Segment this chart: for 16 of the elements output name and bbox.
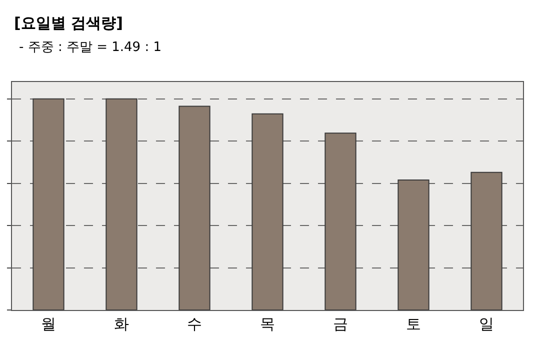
- x-tick-label: 화: [114, 315, 129, 333]
- bar: [470, 172, 502, 310]
- x-tick-label: 금: [333, 315, 348, 333]
- bar: [398, 179, 430, 310]
- bar: [106, 98, 138, 310]
- bar: [252, 113, 284, 310]
- bar: [32, 98, 64, 310]
- bar: [178, 106, 210, 310]
- x-tick-label: 토: [406, 315, 421, 333]
- chart-title: [요일별 검색량]: [14, 14, 123, 32]
- x-tick-label: 월: [41, 315, 56, 333]
- x-tick-label: 일: [479, 315, 494, 333]
- x-tick-label: 수: [187, 315, 202, 333]
- chart-subtitle: - 주중 : 주말 = 1.49 : 1: [19, 40, 162, 55]
- x-tick-label: 목: [260, 315, 275, 333]
- bar: [324, 132, 356, 310]
